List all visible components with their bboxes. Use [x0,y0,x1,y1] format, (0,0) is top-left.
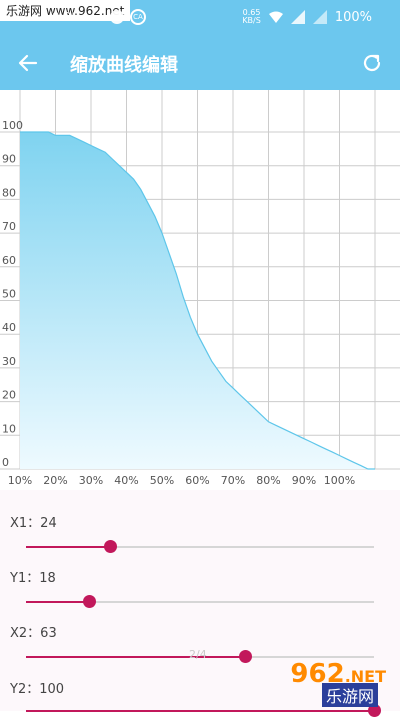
y2-label: Y2：100 [10,682,65,697]
x-tick-label: 80% [256,474,280,487]
y1-label: Y1：18 [10,571,56,586]
control-panel: X1：24 Y1：18 X2：63 2/4 Y2：100 962.NET 乐游网 [0,490,400,717]
refresh-icon [363,54,381,72]
qq-icon [110,10,124,24]
curve-chart[interactable]: 0 10 20 30 40 50 60 70 80 90 100 10% 20% 30% 40% 50% 60… [0,90,400,490]
status-bar: 乐游网 www.962.net 9:08 CA 0.65 KB/S 100% [0,0,400,37]
x2-slider[interactable] [26,650,374,663]
status-right: 0.65 KB/S 100% [242,9,372,25]
ca-icon: CA [130,9,146,25]
arrow-left-icon [18,54,38,72]
watermark-suffix: .NET [344,667,386,686]
y2-slider-fill [26,710,374,712]
notification-icons: CA [110,9,146,25]
curve-area [20,132,375,469]
page-indicator: 2/4 [189,648,207,661]
y-tick-label: 20 [2,389,16,402]
x-tick-label: 60% [185,474,209,487]
x-tick-label: 70% [221,474,245,487]
network-speed: 0.65 KB/S [242,9,261,25]
y-tick-label: 0 [2,456,9,469]
x2-slider-fill [26,656,246,658]
signal-icon [290,10,305,24]
x-tick-label: 100% [324,474,355,487]
y-tick-label: 60 [2,254,16,267]
y1-slider[interactable] [26,595,374,608]
y-tick-label: 10 [2,422,16,435]
y-tick-label: 50 [2,288,16,301]
signal-icon-2 [312,10,327,24]
y1-slider-fill [26,601,89,603]
network-speed-unit: KB/S [242,16,261,25]
x-tick-label: 30% [79,474,103,487]
y-tick-label: 100 [2,119,23,132]
y-axis-ticks: 0 10 20 30 40 50 60 70 80 90 100 [2,119,23,469]
y1-slider-thumb[interactable] [82,595,96,608]
network-speed-value: 0.65 [242,8,261,17]
x2-slider-thumb[interactable] [239,650,253,663]
y-tick-label: 30 [2,355,16,368]
battery-level: 100% [334,9,372,25]
status-time: 9:08 [52,10,79,24]
x-tick-label: 40% [114,474,138,487]
chart-svg[interactable]: 0 10 20 30 40 50 60 70 80 90 100 10% 20% 30% 40% 50% 60… [0,90,400,490]
wifi-icon [268,11,283,23]
site-watermark: 962.NET 乐游网 [266,659,394,707]
y-tick-label: 70 [2,220,16,233]
x1-label: X1：24 [10,516,57,531]
y-tick-label: 80 [2,186,16,199]
app-bar: 缩放曲线编辑 [0,37,400,90]
watermark-url: 乐游网 www.962.net [0,0,131,21]
x-axis-ticks: 10% 20% 30% 40% 50% 60% 70% 80% 90% 100% [8,474,355,487]
x-tick-label: 50% [150,474,174,487]
x1-slider-thumb[interactable] [103,540,117,553]
back-button[interactable] [14,49,42,77]
x1-slider-fill [26,546,110,548]
y-tick-label: 40 [2,321,16,334]
curve-line[interactable] [20,131,375,470]
page-title: 缩放曲线编辑 [70,55,178,76]
watermark-site: 乐游网 [321,683,378,707]
y-tick-label: 90 [2,153,16,166]
x1-slider[interactable] [26,540,374,553]
x-tick-label: 20% [43,474,67,487]
x2-label: X2：63 [10,626,57,641]
x-tick-label: 90% [292,474,316,487]
x-tick-label: 10% [8,474,32,487]
y2-slider[interactable] [26,704,381,717]
refresh-button[interactable] [358,49,386,77]
